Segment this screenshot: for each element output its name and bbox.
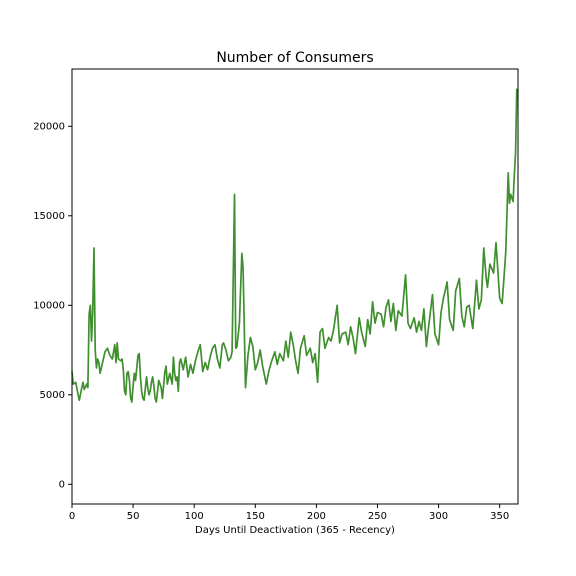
- x-axis-label: Days Until Deactivation (365 - Recency): [195, 525, 395, 536]
- chart-title: Number of Consumers: [216, 50, 373, 66]
- x-tick-label: 300: [429, 511, 448, 522]
- y-tick-label: 15000: [33, 211, 65, 222]
- x-tick-label: 250: [368, 511, 387, 522]
- plot-frame: [71, 68, 519, 505]
- x-tick-label: 150: [246, 511, 265, 522]
- x-tick-label: 100: [185, 511, 204, 522]
- y-tick-label: 10000: [33, 300, 65, 311]
- y-tick-label: 0: [59, 479, 65, 490]
- y-tick-label: 5000: [40, 390, 65, 401]
- x-tick-label: 0: [69, 511, 75, 522]
- x-tick-label: 200: [307, 511, 326, 522]
- x-tick-label: 50: [127, 511, 140, 522]
- data-line: [71, 88, 518, 403]
- x-tick-label: 350: [490, 511, 509, 522]
- y-tick-label: 20000: [33, 121, 65, 132]
